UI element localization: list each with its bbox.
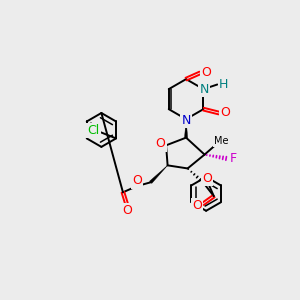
Text: N: N <box>182 114 191 127</box>
Text: Cl: Cl <box>88 124 100 137</box>
Text: F: F <box>230 152 237 165</box>
Text: O: O <box>220 106 230 119</box>
Text: O: O <box>156 137 166 150</box>
Text: O: O <box>192 199 202 212</box>
Text: H: H <box>219 78 228 91</box>
Text: Me: Me <box>214 136 229 146</box>
Text: N: N <box>200 82 209 96</box>
Text: O: O <box>123 204 133 217</box>
Polygon shape <box>150 165 168 183</box>
Text: O: O <box>201 66 211 79</box>
Text: O: O <box>202 172 212 185</box>
Text: O: O <box>132 174 142 187</box>
Polygon shape <box>184 119 188 138</box>
